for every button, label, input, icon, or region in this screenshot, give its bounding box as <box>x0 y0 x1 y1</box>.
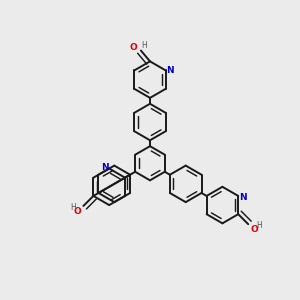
Text: H: H <box>141 41 147 50</box>
Text: O: O <box>130 43 138 52</box>
Text: O: O <box>250 225 258 234</box>
Text: N: N <box>167 66 174 75</box>
Text: H: H <box>70 203 76 212</box>
Text: H: H <box>256 221 262 230</box>
Text: O: O <box>74 207 81 216</box>
Text: N: N <box>101 163 108 172</box>
Text: N: N <box>239 193 247 202</box>
